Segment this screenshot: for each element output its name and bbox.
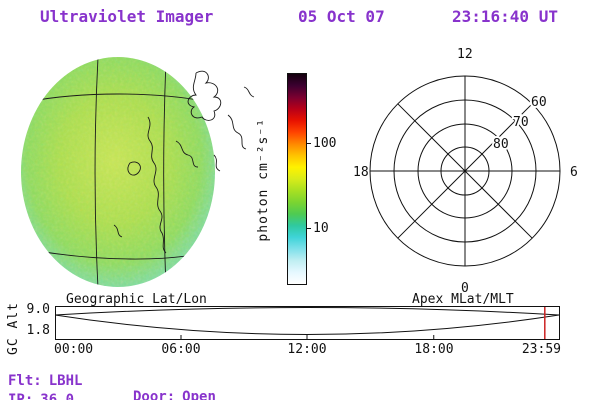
- status-flt: Flt: LBHL: [8, 373, 83, 389]
- coastline-overlay-outside: [187, 70, 255, 172]
- apex-polar-grid: 12 0 18 6 60 70 80: [353, 47, 578, 296]
- image-noise-texture: [21, 57, 215, 287]
- xtick-1200: 12:00: [287, 342, 327, 357]
- status-door: Door: Open: [133, 389, 216, 400]
- gc-alt-timeline-plot: [55, 306, 560, 340]
- colorbar-tick-label-10: 10: [313, 221, 329, 236]
- mlt-label-6: 6: [570, 165, 578, 180]
- xtick-0000: 00:00: [54, 342, 94, 357]
- disk-caption: Geographic Lat/Lon: [66, 292, 207, 307]
- status-row-2: IP:36.0 Gain:14 Dsp:3.1 Seq:39 GLon:143.…: [8, 376, 74, 400]
- mlt-label-0: 0: [461, 281, 469, 296]
- app-title: Ultraviolet Imager: [40, 7, 214, 26]
- status-row-1: Flt:LBHL Door:Open Mode:Normal GC Alt:4.…: [8, 357, 216, 400]
- mlat-label-70: 70: [513, 115, 529, 130]
- colorbar-tick-label-100: 100: [313, 136, 337, 151]
- mlat-label-60: 60: [531, 95, 547, 110]
- colorbar: [287, 73, 307, 285]
- timeline-y-axis-label: GC Alt: [6, 302, 21, 355]
- xtick-1800: 18:00: [414, 342, 454, 357]
- xtick-2359: 23:59: [521, 342, 561, 357]
- ytick-1-8: 1.8: [26, 323, 50, 338]
- observation-time: 23:16:40 UT: [452, 7, 558, 26]
- observation-date: 05 Oct 07: [298, 7, 385, 26]
- colorbar-tick-100: [306, 143, 311, 144]
- status-ip: IP: 36.0: [8, 392, 75, 400]
- mlat-label-80: 80: [493, 137, 509, 152]
- orbit-envelope-curves: [55, 307, 560, 335]
- polar-caption: Apex MLat/MLT: [412, 292, 514, 307]
- timeline-frame: [55, 306, 560, 340]
- mlt-label-18: 18: [353, 165, 369, 180]
- ytick-9: 9.0: [26, 302, 50, 317]
- coastline-overlay-inside: [113, 116, 199, 254]
- timeline-x-ticks: [180, 335, 435, 339]
- mlt-label-12: 12: [457, 47, 473, 62]
- colorbar-units-label: photon cm⁻²s⁻¹: [256, 118, 271, 242]
- colorbar-tick-10: [306, 228, 311, 229]
- earth-disk-image: [21, 57, 255, 287]
- colorbar-gradient: [288, 74, 306, 284]
- polar-spokes: [370, 76, 560, 266]
- xtick-0600: 06:00: [161, 342, 201, 357]
